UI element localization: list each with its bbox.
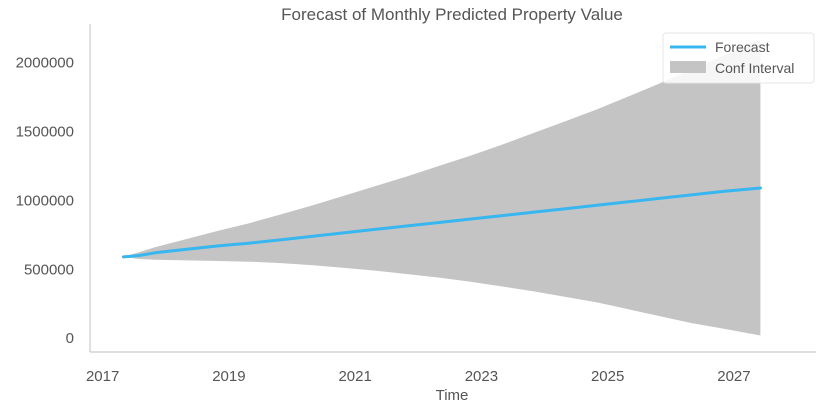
forecast-layer [122,186,762,259]
x-tick-label: 2021 [338,368,371,385]
x-tick-label: 2023 [465,368,498,385]
x-tick-label: 2017 [86,368,119,385]
x-ticks: 2017 2019 2021 2023 2025 2027 [86,368,751,385]
x-tick-label: 2019 [212,368,245,385]
x-axis-label: Time [436,387,469,404]
legend: Forecast Conf Interval [662,32,815,84]
y-ticks: 0 500000 1000000 1500000 2000000 [16,55,74,348]
forecast-line [122,186,762,259]
legend-conf-interval-label: Conf Interval [715,60,794,76]
y-tick-label: 2000000 [16,55,74,72]
conf-interval-band [123,39,761,336]
x-tick-label: 2027 [717,368,750,385]
y-tick-label: 1000000 [16,192,74,209]
conf-interval-layer [123,39,761,336]
chart-title: Forecast of Monthly Predicted Property V… [281,5,623,24]
legend-forecast-label: Forecast [715,39,770,55]
x-tick-label: 2025 [591,368,624,385]
axes-layer [89,24,816,353]
legend-conf-interval-swatch [670,61,706,73]
y-tick-label: 0 [66,330,74,347]
y-tick-label: 500000 [24,261,74,278]
y-tick-label: 1500000 [16,123,74,140]
